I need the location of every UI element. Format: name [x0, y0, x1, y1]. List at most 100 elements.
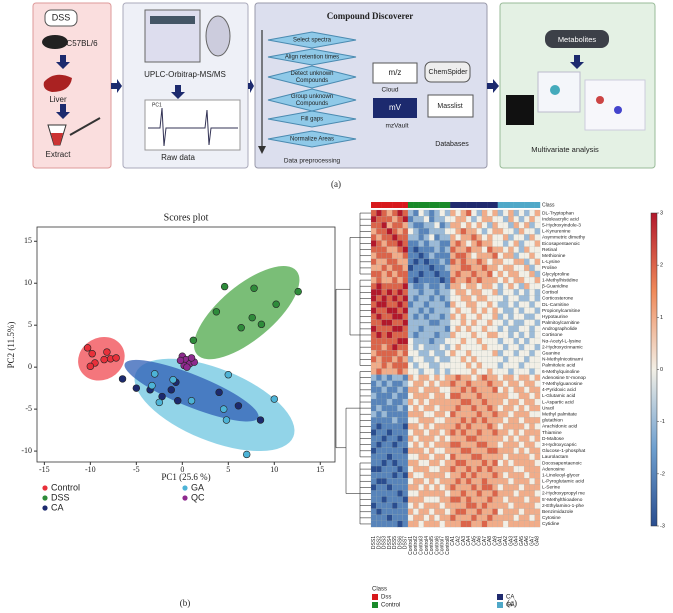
- heat-cell: [402, 307, 409, 314]
- heat-cell: [465, 405, 472, 412]
- heat-cell: [407, 520, 414, 528]
- heat-cell: [402, 405, 409, 412]
- heat-cell: [487, 441, 493, 448]
- heat-cell: [386, 453, 393, 461]
- heat-cell: [381, 356, 388, 363]
- heat-cell: [381, 502, 388, 509]
- heat-cell: [434, 417, 440, 424]
- heat-cell: [524, 337, 530, 345]
- heat-cell: [402, 289, 409, 296]
- heat-cell: [460, 423, 467, 430]
- heat-cell: [423, 472, 430, 479]
- heat-cell: [381, 429, 388, 436]
- heat-cell: [481, 246, 488, 253]
- heat-cell: [455, 484, 461, 491]
- heat-cell: [370, 484, 377, 491]
- heat-cell: [392, 270, 398, 278]
- column-label: DSS7: [403, 536, 409, 549]
- legend-marker: [182, 495, 188, 501]
- heat-cell: [434, 258, 440, 266]
- legend-marker: [42, 495, 48, 501]
- heat-cell: [392, 258, 398, 266]
- heat-cell: [502, 472, 509, 479]
- heat-cell: [455, 240, 461, 247]
- heat-cell: [376, 520, 382, 528]
- heat-cell: [513, 246, 520, 253]
- heat-cell: [407, 240, 414, 247]
- heat-cell: [460, 325, 467, 333]
- heat-cell: [434, 423, 440, 430]
- heat-cell: [413, 441, 419, 448]
- heat-cell: [502, 307, 509, 314]
- heat-cell: [444, 362, 451, 369]
- heat-cell: [450, 441, 456, 448]
- heat-cell: [508, 423, 514, 430]
- heat-cell: [460, 520, 467, 528]
- heat-cell: [534, 484, 541, 491]
- row-label: Adenosine: [542, 466, 565, 472]
- heat-cell: [487, 405, 493, 412]
- heat-cell: [418, 514, 424, 522]
- heat-cell: [444, 472, 451, 479]
- heat-cell: [455, 502, 461, 509]
- heat-cell: [455, 423, 461, 430]
- analysis-dot: [614, 106, 622, 114]
- class-cell: [413, 202, 419, 208]
- heat-cell: [444, 496, 451, 503]
- heat-cell: [381, 264, 388, 272]
- heat-cell: [381, 380, 388, 387]
- column-label: DSS4: [387, 536, 393, 549]
- heat-cell: [402, 423, 409, 430]
- heat-cell: [407, 374, 414, 381]
- heat-cell: [513, 478, 520, 485]
- heat-cell: [450, 216, 456, 223]
- heat-cell: [508, 307, 514, 314]
- heat-cell: [386, 496, 393, 503]
- heat-cell: [497, 252, 504, 259]
- heat-cell: [418, 234, 424, 241]
- heat-cell: [402, 228, 409, 235]
- heat-cell: [502, 252, 509, 259]
- heat-cell: [508, 362, 514, 369]
- heat-cell: [376, 337, 382, 345]
- heat-cell: [434, 374, 440, 381]
- db-label: mV: [389, 103, 402, 112]
- heat-cell: [513, 411, 520, 418]
- heat-cell: [487, 472, 493, 479]
- heat-cell: [381, 453, 388, 461]
- heat-cell: [524, 344, 530, 351]
- heat-cell: [444, 264, 451, 272]
- heat-cell: [513, 429, 520, 436]
- heat-cell: [524, 411, 530, 418]
- heat-cell: [397, 209, 403, 217]
- heat-cell: [376, 502, 382, 509]
- heat-cell: [444, 411, 451, 418]
- class-cell: [476, 202, 483, 208]
- heat-cell: [518, 283, 525, 290]
- heat-cell: [407, 222, 414, 229]
- data-point: [174, 397, 182, 405]
- heat-cell: [418, 417, 424, 424]
- heat-cell: [376, 276, 382, 284]
- heat-cell: [455, 417, 461, 424]
- heat-cell: [502, 362, 509, 369]
- heat-cell: [386, 478, 393, 485]
- step-label: Detect unknown: [290, 71, 333, 77]
- heat-cell: [465, 417, 472, 424]
- heat-cell: [492, 386, 498, 394]
- heat-cell: [407, 258, 414, 266]
- heat-cell: [487, 478, 493, 485]
- heat-cell: [497, 344, 504, 351]
- heat-cell: [370, 435, 377, 442]
- heat-cell: [439, 374, 446, 381]
- heat-cell: [534, 502, 541, 509]
- row-label: Uracil: [542, 405, 554, 411]
- heat-cell: [524, 301, 530, 308]
- heat-cell: [434, 252, 440, 259]
- heat-cell: [407, 313, 414, 320]
- class-cell: [524, 202, 530, 208]
- heat-cell: [418, 276, 424, 284]
- heat-cell: [402, 240, 409, 247]
- heat-cell: [524, 435, 530, 442]
- heat-cell: [444, 490, 451, 497]
